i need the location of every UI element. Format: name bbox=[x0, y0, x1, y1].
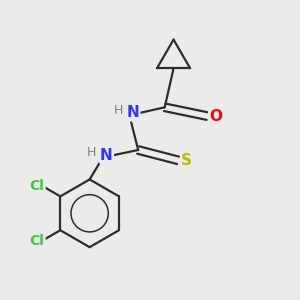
Text: Cl: Cl bbox=[30, 179, 45, 193]
Text: Cl: Cl bbox=[30, 233, 45, 248]
Text: N: N bbox=[127, 105, 139, 120]
Text: N: N bbox=[100, 148, 113, 163]
Text: S: S bbox=[181, 153, 192, 168]
Text: H: H bbox=[113, 104, 123, 117]
Text: O: O bbox=[209, 109, 222, 124]
Text: H: H bbox=[87, 146, 96, 159]
